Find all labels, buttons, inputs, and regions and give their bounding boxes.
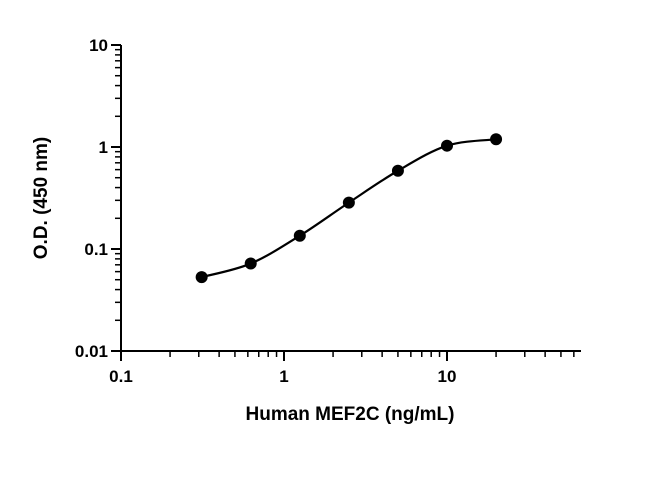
y-axis-title: O.D. (450 nm) xyxy=(31,137,52,259)
data-points xyxy=(195,133,503,284)
y-tick-label-0: 0.01 xyxy=(75,342,108,361)
y-tick-label-1: 0.1 xyxy=(84,240,108,259)
data-point-2 xyxy=(293,229,306,242)
major-ticks xyxy=(111,44,448,361)
data-point-1 xyxy=(244,257,257,270)
x-tick-label-2: 10 xyxy=(438,367,457,386)
x-axis-title: Human MEF2C (ng/mL) xyxy=(246,404,455,425)
data-point-3 xyxy=(342,196,355,209)
data-point-6 xyxy=(490,133,503,146)
data-point-4 xyxy=(391,164,404,177)
x-tick-label-0: 0.1 xyxy=(109,367,133,386)
x-tick-label-1: 1 xyxy=(279,367,288,386)
data-point-5 xyxy=(441,139,453,152)
data-point-0 xyxy=(195,271,208,284)
y-tick-label-3: 10 xyxy=(89,36,108,55)
y-tick-label-2: 1 xyxy=(99,138,108,157)
